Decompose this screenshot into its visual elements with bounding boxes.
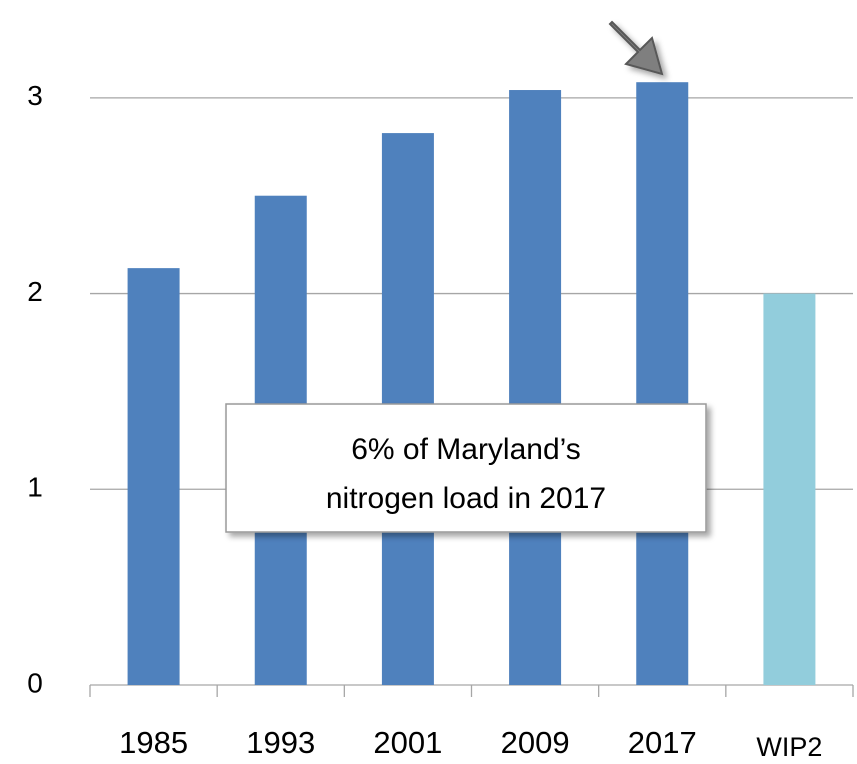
- x-tick-label: 2001: [373, 725, 442, 760]
- bar: [763, 293, 816, 685]
- bar: [509, 90, 562, 686]
- bar: [636, 82, 689, 685]
- x-tick-label: 1993: [246, 725, 315, 760]
- arrow-icon: [608, 20, 664, 76]
- grid: 0 1 2 3 1985 1993 2001 2009 2017 WIP2: [27, 80, 854, 762]
- annotation-line: nitrogen load in 2017: [326, 482, 606, 515]
- y-tick-label: 0: [27, 667, 43, 698]
- x-tick-label: WIP2: [756, 732, 822, 762]
- annotation: 6% of Maryland’s nitrogen load in 2017: [225, 403, 707, 533]
- x-tick-label: 2017: [628, 725, 697, 760]
- x-tick-label: 2009: [501, 725, 570, 760]
- bar: [127, 268, 180, 685]
- bars: [127, 82, 816, 686]
- annotation-box: [225, 403, 707, 533]
- y-tick-label: 2: [27, 276, 43, 307]
- x-tick-label: 1985: [119, 725, 188, 760]
- y-tick-label: 3: [27, 80, 43, 111]
- y-tick-label: 1: [27, 472, 43, 503]
- annotation-line: 6% of Maryland’s: [351, 433, 581, 466]
